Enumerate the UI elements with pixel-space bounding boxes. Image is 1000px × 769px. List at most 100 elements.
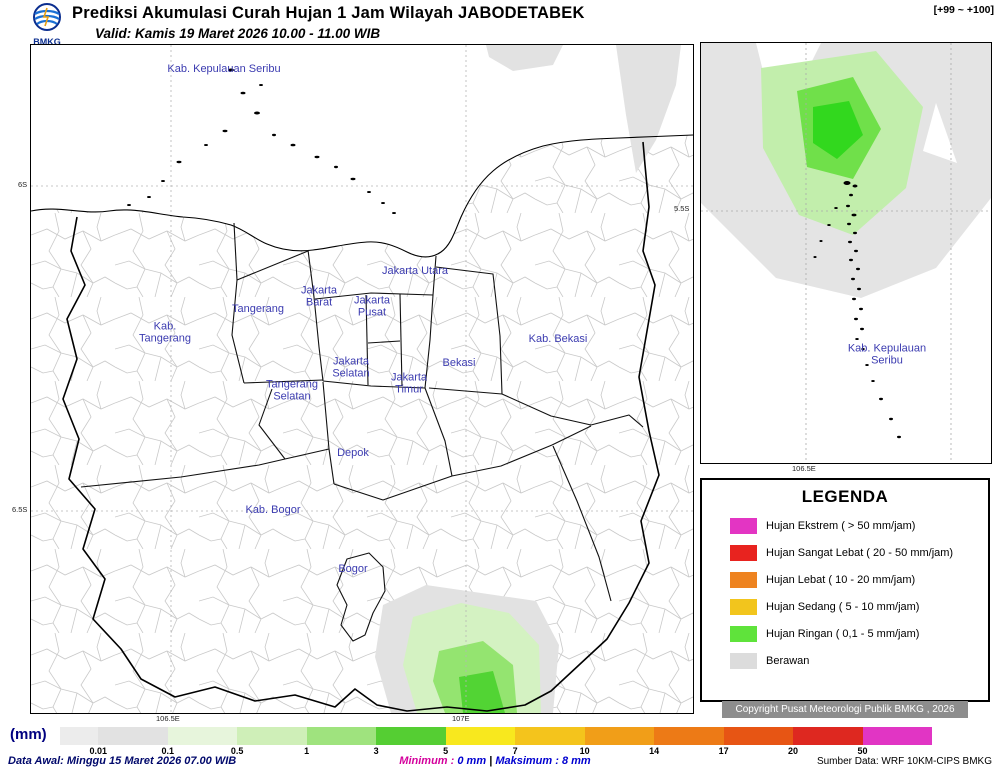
inset-rain-shading [761,51,923,235]
map-region-label: Tangerang Selatan [266,378,318,403]
admin-boundaries [80,222,644,642]
sumber-data-label: Sumber Data: WRF 10KM-CIPS BMKG [816,756,992,767]
main-map-graphic [30,45,694,713]
colorbar-segment: 10 [515,727,590,756]
axis-tick-label: 5.5S [674,204,690,213]
colorbar-segment: 0.01 [60,727,107,756]
legend-item-label: Berawan [766,655,810,667]
colorbar-segment: 17 [654,727,729,756]
colorbar-tick-label: 3 [373,746,379,756]
colorbar: 0.01 0.1 0.5 1 3 5 7 10 14 17 20 50 [60,727,933,756]
map-region-label: Jakarta Utara [381,264,449,277]
colorbar-tick-label: 0.1 [161,746,174,756]
coastline [30,134,694,258]
colorbar-tick-label: 0.01 [89,746,107,756]
colorbar-segment: 1 [237,727,309,756]
legend-swatch [730,572,757,588]
colorbar-segment: 50 [793,727,868,756]
colorbar-tick-label: 17 [718,746,729,756]
bmkg-logo-text: BMKG [33,37,61,47]
map-labels: Kab. Kepulauan Seribu Jakarta Utara Jakart… [31,45,693,713]
legend-swatch [730,518,757,534]
min-max-separator: | [489,755,493,767]
map-region-label: Jakarta Timur [390,371,428,396]
axis-tick-label: 6S [18,180,28,189]
legend-swatch [730,599,757,615]
map-region-label: Jakarta Barat [300,284,338,309]
legend-item-label: Hujan Ekstrem ( > 50 mm/jam) [766,520,916,532]
axis-tick-label: 6.5S [12,505,28,514]
legend-items: Hujan Ekstrem ( > 50 mm/jam) Hujan Sangat… [702,518,988,669]
rain-shading [403,603,541,713]
colorbar-tick-label: 10 [579,746,590,756]
legend-item-label: Hujan Ringan ( 0,1 - 5 mm/jam) [766,628,920,640]
legend-item-label: Hujan Sedang ( 5 - 10 mm/jam) [766,601,920,613]
legend-item: Berawan [730,653,988,669]
min-max-label: Minimum : 0 mm | Maksimum : 8 mm [330,755,660,767]
region-outer-boundary [62,141,660,712]
map-region-label: Kab. Tangerang [139,320,191,345]
axis-tick-label: 106.5E [792,464,816,473]
maksimum-value: 8 mm [561,755,591,767]
map-region-label: Depok [337,446,369,459]
colorbar-tick-label: 50 [857,746,868,756]
copyright-badge: Copyright Pusat Meteorologi Publik BMKG … [722,701,968,718]
legend-box: LEGENDA Hujan Ekstrem ( > 50 mm/jam) Huja… [700,478,990,702]
islands [127,68,396,214]
colorbar-segment: 7 [445,727,518,756]
bmkg-logo-icon: BMKG [26,2,68,47]
colorbar-tick-label: 0.5 [230,746,244,756]
map-region-label: Kab. Bekasi [528,332,588,345]
colorbar-tick-label: 1 [304,746,310,756]
colorbar-segment: 5 [376,727,448,756]
inset-map: Kab. Kepulauan Seribu [700,42,992,464]
minimum-value: 0 mm [457,755,487,767]
colorbar-tick-label: 7 [512,746,518,756]
colorbar-unit-label: (mm) [10,726,47,743]
map-region-label: Bekasi [442,356,476,369]
axis-tick-label: 107E [452,714,470,723]
map-region-label: Bogor [338,562,368,575]
data-awal-label: Data Awal: Minggu 15 Maret 2026 07.00 WI… [8,755,237,767]
colorbar-segment: 14 [584,727,659,756]
legend-item: Hujan Sedang ( 5 - 10 mm/jam) [730,599,988,615]
colorbar-segment: 3 [306,727,379,756]
inset-islands [813,181,901,439]
colorbar-segment: 20 [723,727,798,756]
colorbar-tick-label: 5 [443,746,449,756]
map-region-label: Kab. Bogor [245,503,301,516]
minimum-label: Minimum : [399,755,455,767]
legend-item-label: Hujan Lebat ( 10 - 20 mm/jam) [766,574,916,586]
colorbar-segment: 0.5 [167,727,243,756]
map-region-label: Jakarta Pusat [353,294,391,319]
colorbar-tick-label: 20 [788,746,799,756]
land-area [31,135,693,713]
maksimum-label: Maksimum : [495,755,559,767]
legend-item: Hujan Sangat Lebat ( 20 - 50 mm/jam) [730,545,988,561]
legend-swatch [730,653,757,669]
graticule [31,45,693,713]
bmkg-logo-graphic [33,3,61,31]
map-region-label: Kab. Kepulauan Seribu [167,62,281,75]
legend-item: Hujan Ringan ( 0,1 - 5 mm/jam) [730,626,988,642]
legend-item: Hujan Ekstrem ( > 50 mm/jam) [730,518,988,534]
legend-item: Hujan Lebat ( 10 - 20 mm/jam) [730,572,988,588]
legend-item-label: Hujan Sangat Lebat ( 20 - 50 mm/jam) [766,547,954,559]
valid-time-label: Valid: Kamis 19 Maret 2026 10.00 - 11.00… [95,26,381,41]
forecast-step-label: [+99 ~ +100] [933,4,994,16]
legend-title: LEGENDA [801,487,889,506]
inset-region-label: Kab. Kepulauan Seribu [847,342,927,367]
colorbar-segment [862,727,933,745]
axis-tick-label: 106.5E [156,714,180,723]
colorbar-segment: 0.1 [98,727,174,756]
inset-graticule [701,43,991,463]
main-map: Kab. Kepulauan Seribu Jakarta Utara Jakart… [30,44,694,714]
legend-swatch [730,545,757,561]
map-region-label: Tangerang [232,302,284,315]
colorbar-tick-label: 14 [649,746,660,756]
inset-map-graphic [701,43,991,463]
page-title: Prediksi Akumulasi Curah Hujan 1 Jam Wil… [72,4,585,22]
legend-swatch [730,626,757,642]
map-region-label: Jakarta Selatan [332,355,370,380]
